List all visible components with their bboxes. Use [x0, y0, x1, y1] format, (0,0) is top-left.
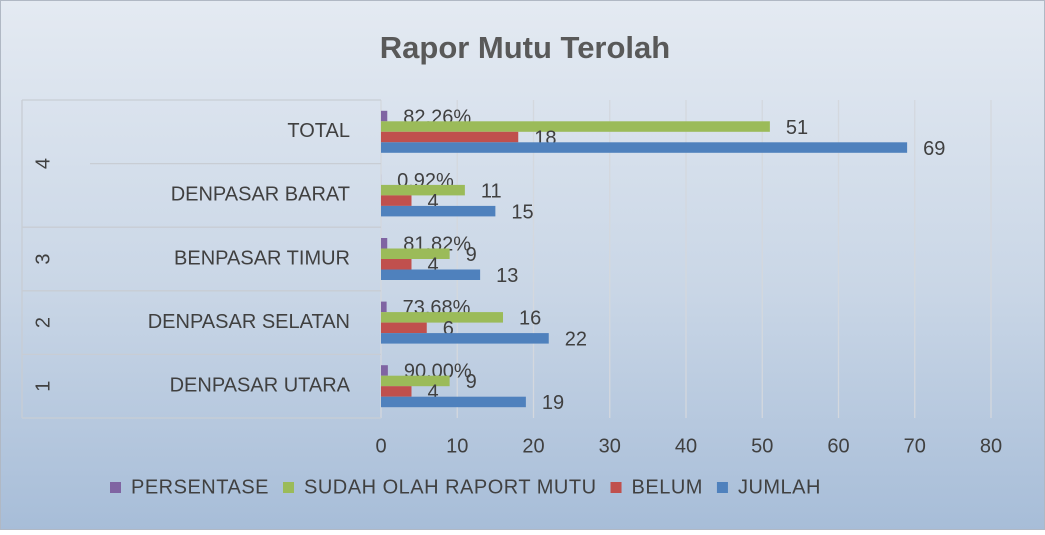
bar: [381, 302, 387, 313]
bar: [381, 333, 549, 344]
outer-category-label: 4: [32, 158, 54, 169]
bar: [381, 397, 526, 408]
x-tick-label: 30: [599, 435, 621, 457]
x-tick-label: 60: [827, 435, 849, 457]
legend-swatch: [110, 482, 121, 493]
x-tick-label: 70: [904, 435, 926, 457]
legend-label: BELUM: [632, 476, 703, 498]
data-label: 9: [466, 244, 477, 266]
x-tick-label: 20: [522, 435, 544, 457]
bar: [381, 111, 387, 122]
legend-label: PERSENTASE: [131, 476, 269, 498]
x-tick-label: 10: [446, 435, 468, 457]
data-label: 69: [923, 138, 945, 160]
bar: [381, 365, 388, 376]
bar: [381, 376, 450, 387]
legend-swatch: [283, 482, 294, 493]
data-label: 51: [786, 117, 808, 139]
data-label: 11: [481, 180, 502, 202]
outer-category-label: 2: [32, 317, 54, 328]
x-tick-label: 50: [751, 435, 773, 457]
bar: [381, 270, 480, 281]
bar: [381, 195, 412, 206]
y-tick-label: BENPASAR TIMUR: [174, 247, 350, 269]
x-tick-label: 0: [375, 435, 386, 457]
bar: [381, 206, 495, 217]
data-label: 9: [466, 371, 477, 393]
outer-category-label: 3: [32, 253, 54, 264]
data-label: 16: [519, 308, 541, 330]
chart-title: Rapor Mutu Terolah: [380, 30, 670, 65]
x-tick-label: 40: [675, 435, 697, 457]
bar: [381, 132, 518, 143]
bar: [381, 323, 427, 334]
outer-category-label: 1: [32, 381, 54, 392]
bar: [381, 249, 450, 260]
bar: [381, 259, 412, 270]
legend-label: JUMLAH: [738, 476, 821, 498]
bar: [381, 121, 770, 132]
data-label: 19: [542, 392, 564, 414]
bar: [381, 386, 412, 397]
data-label: 13: [496, 265, 518, 287]
y-tick-label: DENPASAR BARAT: [171, 184, 350, 206]
bar: [381, 185, 465, 196]
y-tick-label: DENPASAR UTARA: [170, 374, 351, 396]
data-label: 15: [511, 201, 533, 223]
bar: [381, 238, 387, 249]
y-tick-label: DENPASAR SELATAN: [148, 311, 350, 333]
bar: [381, 142, 907, 153]
x-tick-label: 80: [980, 435, 1002, 457]
legend-label: SUDAH OLAH RAPORT MUTU: [304, 476, 597, 498]
data-label: 22: [565, 329, 587, 351]
legend-swatch: [717, 482, 728, 493]
legend-swatch: [611, 482, 622, 493]
y-tick-label: TOTAL: [287, 120, 350, 142]
